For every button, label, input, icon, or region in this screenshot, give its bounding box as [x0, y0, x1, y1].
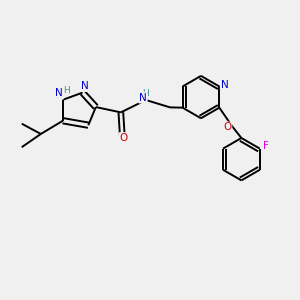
Text: N: N	[56, 88, 63, 98]
Text: O: O	[223, 122, 231, 132]
Text: N: N	[221, 80, 229, 90]
Text: O: O	[120, 133, 128, 143]
Text: H: H	[142, 89, 149, 98]
Text: N: N	[139, 93, 147, 103]
Text: H: H	[63, 86, 70, 95]
Text: N: N	[81, 81, 89, 91]
Text: F: F	[263, 141, 269, 151]
